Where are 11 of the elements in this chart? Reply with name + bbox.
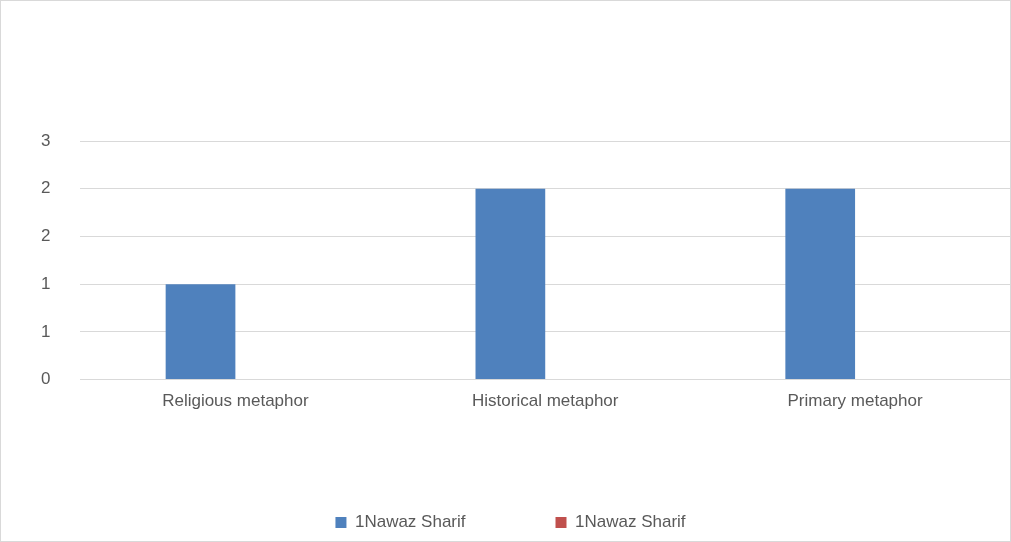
- y-tick-label: 0: [40, 369, 51, 389]
- x-tick-label: Religious metaphor: [162, 391, 309, 411]
- x-tick-label: Primary metaphor: [787, 391, 923, 411]
- y-tick-label: 1: [40, 321, 51, 341]
- y-tick-label: 3: [40, 130, 51, 150]
- y-tick-label: 1: [40, 273, 51, 293]
- y-tick-label: 2: [40, 226, 51, 246]
- legend-label: 1Nawaz Sharif: [575, 512, 686, 532]
- legend-label: 1Nawaz Sharif: [354, 512, 466, 532]
- y-tick-label: 2: [40, 178, 51, 198]
- x-tick-label: Historical metaphor: [472, 391, 619, 411]
